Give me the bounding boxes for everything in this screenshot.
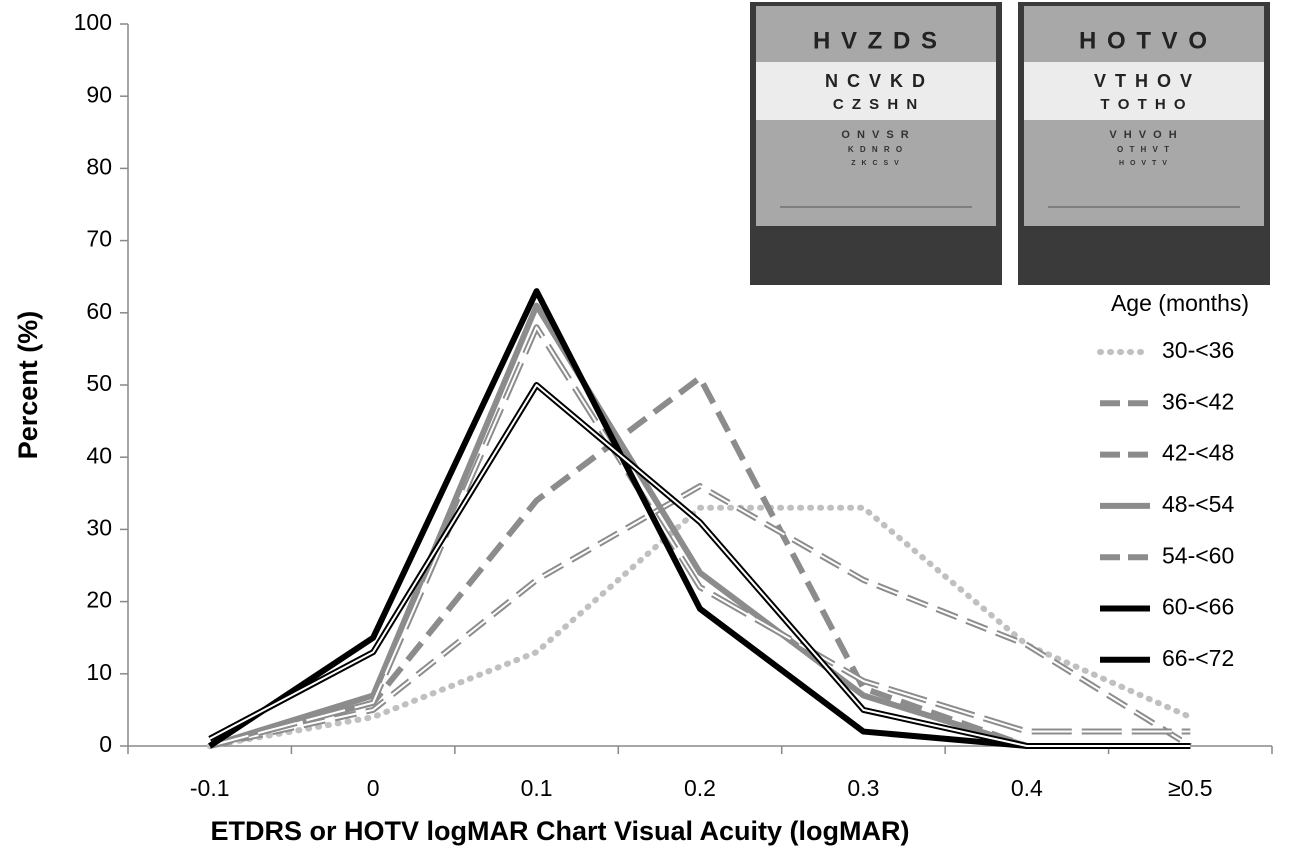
series-line	[210, 385, 1191, 746]
y-axis-title: Percent (%)	[13, 311, 43, 460]
inset-chart: H V Z D S N C V K D C Z S H N O N V S R K D …	[750, 2, 1002, 285]
inset-letters: T O T H O	[1100, 96, 1187, 113]
x-tick-label: 0.4	[1011, 775, 1043, 801]
y-tick-label: 50	[86, 370, 112, 396]
inset-letters: C Z S H N	[833, 96, 919, 113]
y-tick-label: 70	[86, 226, 112, 252]
legend-label: 54-<60	[1162, 542, 1234, 568]
x-tick-label: 0.2	[684, 775, 716, 801]
x-tick-label: ≥0.5	[1168, 775, 1213, 801]
inset-letters: K D N R O	[848, 145, 904, 154]
inset-letters: H V Z D S	[813, 27, 939, 54]
y-tick-label: 0	[99, 731, 112, 757]
inset-letters: O N V S R	[841, 129, 910, 141]
inset-letters: N C V K D	[825, 71, 927, 91]
series-line	[210, 378, 1191, 746]
series-line	[210, 508, 1191, 746]
x-axis-title: ETDRS or HOTV logMAR Chart Visual Acuity…	[210, 816, 909, 846]
x-tick-label: 0.1	[521, 775, 553, 801]
legend-label: 30-<36	[1162, 337, 1234, 363]
inset-letters: Z K C S V	[851, 160, 901, 167]
y-tick-label: 40	[86, 442, 112, 468]
legend-title: Age (months)	[1111, 290, 1249, 316]
y-tick-label: 90	[86, 81, 112, 107]
series-line-core	[210, 385, 1191, 746]
inset-letters: H O T V O	[1079, 27, 1209, 54]
y-tick-label: 60	[86, 298, 112, 324]
y-tick-label: 30	[86, 514, 112, 540]
inset-letters: O T H V T	[1117, 145, 1171, 154]
inset-letters: H O V T V	[1119, 160, 1169, 167]
y-tick-label: 100	[74, 9, 112, 35]
legend-label: 66-<72	[1162, 645, 1234, 671]
legend-label: 42-<48	[1162, 440, 1234, 466]
inset-letters: V H V O H	[1109, 129, 1178, 141]
inset-letters: V T H O V	[1094, 71, 1194, 91]
series-line-core	[210, 327, 1191, 746]
chart: ETDRS or HOTV logMAR Chart Visual Acuity…	[0, 0, 1299, 858]
y-tick-label: 20	[86, 587, 112, 613]
y-tick-label: 10	[86, 659, 112, 685]
legend-label: 48-<54	[1162, 491, 1234, 517]
x-tick-label: 0.3	[847, 775, 879, 801]
legend-label: 36-<42	[1162, 388, 1234, 414]
y-tick-label: 80	[86, 153, 112, 179]
series-line	[210, 327, 1191, 746]
x-tick-label: 0	[367, 775, 380, 801]
inset-chart: H O T V O V T H O V T O T H O V H V O H O T …	[1018, 2, 1270, 285]
x-tick-label: -0.1	[190, 775, 230, 801]
legend-label: 60-<66	[1162, 594, 1234, 620]
